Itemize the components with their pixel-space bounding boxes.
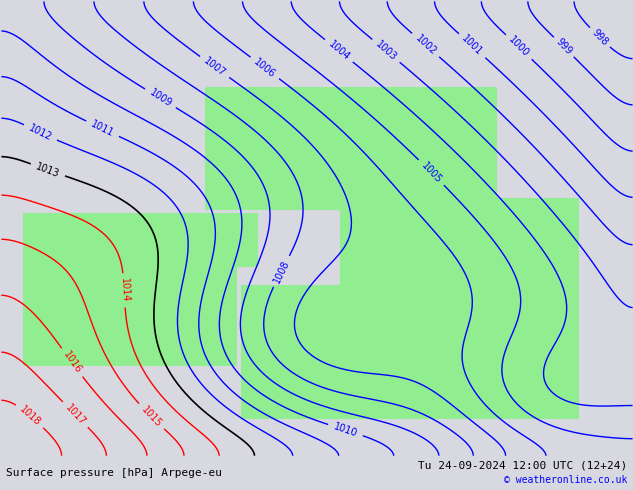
Text: 1000: 1000 bbox=[507, 35, 531, 59]
Text: 1017: 1017 bbox=[63, 402, 87, 427]
Text: 1008: 1008 bbox=[271, 258, 291, 285]
Text: 1015: 1015 bbox=[139, 404, 164, 429]
Text: 1016: 1016 bbox=[61, 350, 83, 375]
Text: 998: 998 bbox=[590, 27, 610, 48]
Text: 1011: 1011 bbox=[89, 119, 116, 139]
Text: 1002: 1002 bbox=[413, 33, 438, 57]
Text: 1014: 1014 bbox=[119, 278, 130, 303]
Text: 1004: 1004 bbox=[327, 39, 351, 63]
Text: 999: 999 bbox=[554, 37, 574, 57]
Text: 1009: 1009 bbox=[148, 88, 174, 109]
Text: 1001: 1001 bbox=[460, 34, 484, 58]
Text: 1007: 1007 bbox=[202, 55, 228, 78]
Text: © weatheronline.co.uk: © weatheronline.co.uk bbox=[504, 475, 628, 485]
Text: 1003: 1003 bbox=[373, 39, 399, 63]
Text: 1010: 1010 bbox=[332, 421, 359, 439]
Text: 1005: 1005 bbox=[419, 160, 443, 185]
Text: 1006: 1006 bbox=[252, 56, 278, 79]
Text: 1018: 1018 bbox=[18, 404, 42, 428]
Text: Tu 24-09-2024 12:00 UTC (12+24): Tu 24-09-2024 12:00 UTC (12+24) bbox=[418, 461, 628, 470]
Text: 1012: 1012 bbox=[27, 122, 54, 143]
Text: 1013: 1013 bbox=[35, 161, 61, 179]
Text: Surface pressure [hPa] Arpege-eu: Surface pressure [hPa] Arpege-eu bbox=[6, 468, 223, 478]
